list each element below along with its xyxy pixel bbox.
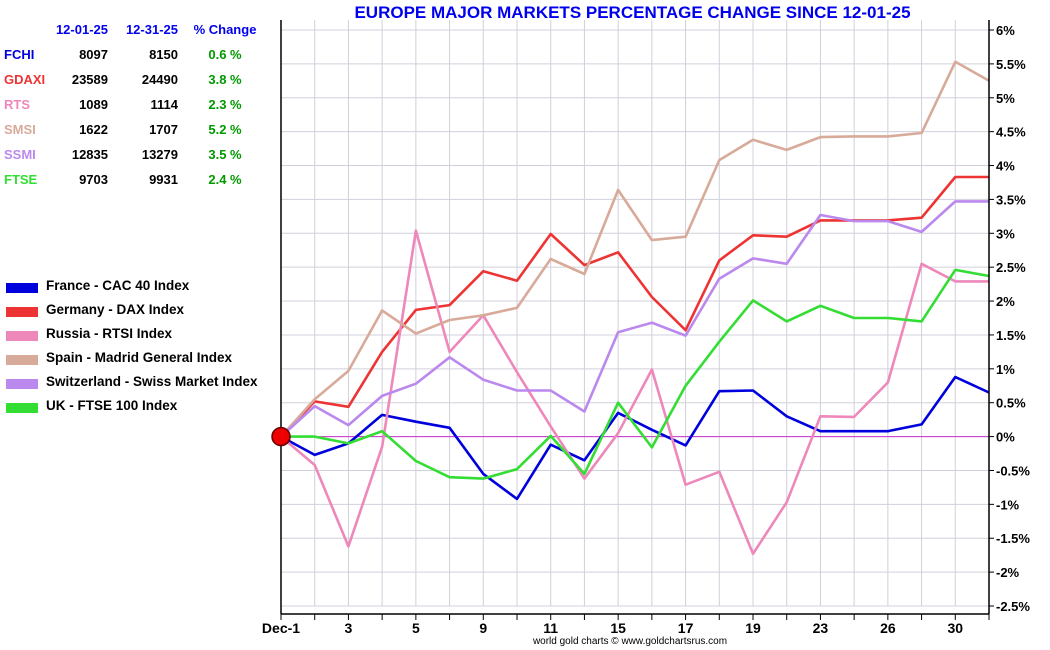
y-tick-label: 5%	[996, 91, 1015, 106]
x-tick-label: Dec-1	[262, 620, 300, 636]
summary-change: 5.2 %	[208, 122, 242, 137]
y-tick-label: 6%	[996, 23, 1015, 38]
x-tick-label: 30	[947, 620, 963, 636]
summary-end-value: 24490	[141, 72, 178, 87]
series-line-0	[280, 375, 990, 501]
summary-end-value: 1707	[149, 122, 178, 137]
chart-credit: world gold charts © www.goldchartsrus.co…	[532, 636, 728, 647]
legend-swatch	[6, 403, 38, 413]
summary-start-value: 9703	[79, 172, 108, 187]
legend-swatch	[6, 331, 38, 341]
legend-swatch	[6, 283, 38, 293]
x-tick-label: 17	[678, 620, 694, 636]
series-line-2	[280, 229, 989, 556]
summary-end-value: 8150	[149, 47, 178, 62]
y-tick-label: 0.5%	[996, 396, 1026, 411]
legend-label: UK - FTSE 100 Index	[46, 398, 178, 413]
x-tick-label: 26	[880, 620, 896, 636]
series-line-5	[281, 268, 990, 480]
x-tick-label: 23	[813, 620, 829, 636]
summary-start-value: 8097	[79, 47, 108, 62]
summary-ticker: GDAXI	[4, 72, 46, 87]
y-tick-label: -2.5%	[996, 599, 1030, 614]
header-end-date: 12-31-25	[125, 22, 178, 37]
y-tick-label: 4%	[996, 159, 1015, 174]
summary-ticker: FTSE	[4, 172, 38, 187]
y-tick-label: 3.5%	[996, 192, 1026, 207]
summary-start-value: 1622	[79, 122, 108, 137]
y-tick-label: 4.5%	[996, 125, 1026, 140]
y-tick-label: 1.5%	[996, 328, 1026, 343]
series-lines	[280, 60, 990, 556]
summary-end-value: 1114	[150, 97, 179, 112]
chart-title: EUROPE MAJOR MARKETS PERCENTAGE CHANGE S…	[354, 3, 911, 22]
y-tick-label: 0%	[996, 430, 1015, 445]
summary-change: 2.4 %	[208, 172, 242, 187]
x-tick-label: 3	[345, 620, 353, 636]
summary-ticker: FCHI	[4, 47, 35, 62]
y-tick-label: -1%	[996, 497, 1020, 512]
y-tick-label: -0.5%	[996, 463, 1030, 478]
summary-end-value: 9931	[149, 172, 178, 187]
summary-change: 3.5 %	[208, 147, 242, 162]
legend-label: France - CAC 40 Index	[46, 278, 190, 293]
summary-ticker: SMSI	[4, 122, 36, 137]
x-tick-label: 19	[745, 620, 761, 636]
chart-axes	[280, 20, 990, 615]
x-tick-label: 5	[412, 620, 420, 636]
y-tick-label: 2%	[996, 294, 1015, 309]
summary-start-value: 12835	[71, 147, 108, 162]
summary-ticker: SSMI	[4, 147, 36, 162]
summary-start-value: 23589	[71, 72, 108, 87]
series-line-3	[280, 60, 990, 438]
legend-label: Russia - RTSI Index	[46, 326, 173, 341]
header-start-date: 12-01-25	[55, 22, 108, 37]
summary-change: 0.6 %	[208, 47, 242, 62]
summary-ticker: RTS	[4, 97, 30, 112]
summary-end-value: 13279	[141, 147, 178, 162]
x-tick-label: 11	[543, 620, 558, 636]
y-tick-label: -2%	[996, 565, 1020, 580]
x-tick-label: 15	[610, 620, 626, 636]
legend-label: Spain - Madrid General Index	[46, 350, 233, 365]
summary-start-value: 1089	[79, 97, 108, 112]
summary-change: 2.3 %	[208, 97, 242, 112]
x-axis-ticks: Dec-1 3 5 9 11 15 17 19 23 26 30	[262, 614, 990, 636]
y-tick-label: -1.5%	[996, 531, 1030, 546]
x-tick-label: 9	[479, 620, 487, 636]
legend-label: Germany - DAX Index	[46, 302, 185, 317]
y-axis-ticks: 6% 5.5% 5% 4.5% 4% 3.5% 3% 2.5% 2% 1.5% 1% 0.5% 0% -0…	[989, 23, 1030, 614]
legend-swatch	[6, 355, 38, 365]
legend-swatch	[6, 307, 38, 317]
y-tick-label: 1%	[996, 362, 1015, 377]
series-line-4	[280, 200, 989, 438]
origin-marker	[271, 426, 291, 447]
summary-change: 3.8 %	[208, 72, 242, 87]
legend-label: Switzerland - Swiss Market Index	[46, 374, 258, 389]
y-tick-label: 5.5%	[996, 57, 1026, 72]
y-tick-label: 2.5%	[996, 260, 1026, 275]
legend-swatch	[6, 379, 38, 389]
y-tick-label: 3%	[996, 226, 1015, 241]
header-percent-change: % Change	[193, 22, 257, 37]
